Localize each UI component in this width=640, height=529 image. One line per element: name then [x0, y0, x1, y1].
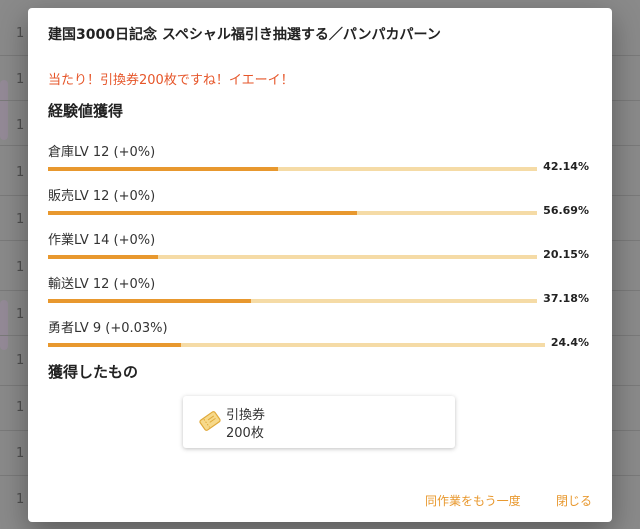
- skill-row-transport: 輸送LV 12 (+0%) 37.18%: [48, 273, 593, 309]
- skill-progress-track: [48, 167, 593, 171]
- skill-progress-fill: [48, 255, 158, 259]
- skill-label: 勇者LV 9 (+0.03%): [48, 321, 168, 336]
- background-row-number: 1: [16, 165, 25, 180]
- skill-row-work: 作業LV 14 (+0%) 20.15%: [48, 229, 593, 265]
- skill-progress-fill: [48, 343, 181, 347]
- reward-name: 引換券: [226, 408, 266, 423]
- skill-label: 作業LV 14 (+0%): [48, 233, 156, 248]
- skill-percent: 42.14%: [537, 160, 593, 173]
- lottery-result-dialog: 建国3000日記念 スペシャル福引き抽選する／パンパカパーン 当たり！引換券20…: [28, 8, 612, 522]
- rewards-heading: 獲得したもの: [48, 363, 139, 381]
- skill-label: 倉庫LV 12 (+0%): [48, 145, 156, 160]
- repeat-work-button[interactable]: 同作業をもう一度: [425, 494, 521, 508]
- background-decoration: [0, 300, 8, 350]
- close-button[interactable]: 閉じる: [556, 494, 593, 508]
- skill-progress-track: [48, 343, 593, 347]
- skill-percent: 24.4%: [544, 336, 593, 349]
- background-row-number: 1: [16, 307, 25, 322]
- background-row-number: 1: [16, 118, 25, 133]
- ticket-icon: [197, 408, 223, 434]
- background-row-number: 1: [16, 26, 25, 41]
- dialog-title: 建国3000日記念 スペシャル福引き抽選する／パンパカパーン: [48, 27, 441, 43]
- skill-label: 販売LV 12 (+0%): [48, 189, 156, 204]
- skill-percent: 56.69%: [537, 204, 593, 217]
- background-row-number: 1: [16, 72, 25, 87]
- background-row-number: 1: [16, 492, 25, 507]
- skill-progress-fill: [48, 211, 357, 215]
- skill-row-sales: 販売LV 12 (+0%) 56.69%: [48, 185, 593, 221]
- background-row-number: 1: [16, 400, 25, 415]
- skill-row-warehouse: 倉庫LV 12 (+0%) 42.14%: [48, 141, 593, 177]
- skill-row-hero: 勇者LV 9 (+0.03%) 24.4%: [48, 317, 593, 353]
- exp-heading: 経験値獲得: [48, 102, 124, 120]
- reward-card: 引換券 200枚: [183, 396, 455, 448]
- skill-percent: 37.18%: [537, 292, 593, 305]
- background-row-number: 1: [16, 212, 25, 227]
- background-row-number: 1: [16, 353, 25, 368]
- result-message: 当たり！引換券200枚ですね！イエーイ！: [48, 73, 294, 88]
- skill-progress-fill: [48, 299, 251, 303]
- skill-progress-track: [48, 299, 593, 303]
- reward-quantity: 200枚: [226, 426, 264, 441]
- skill-label: 輸送LV 12 (+0%): [48, 277, 156, 292]
- skill-percent: 20.15%: [537, 248, 593, 261]
- background-decoration: [0, 80, 8, 140]
- skill-progress-track: [48, 211, 593, 215]
- background-row-number: 1: [16, 446, 25, 461]
- skill-progress-track: [48, 255, 593, 259]
- background-row-number: 1: [16, 260, 25, 275]
- skill-progress-fill: [48, 167, 278, 171]
